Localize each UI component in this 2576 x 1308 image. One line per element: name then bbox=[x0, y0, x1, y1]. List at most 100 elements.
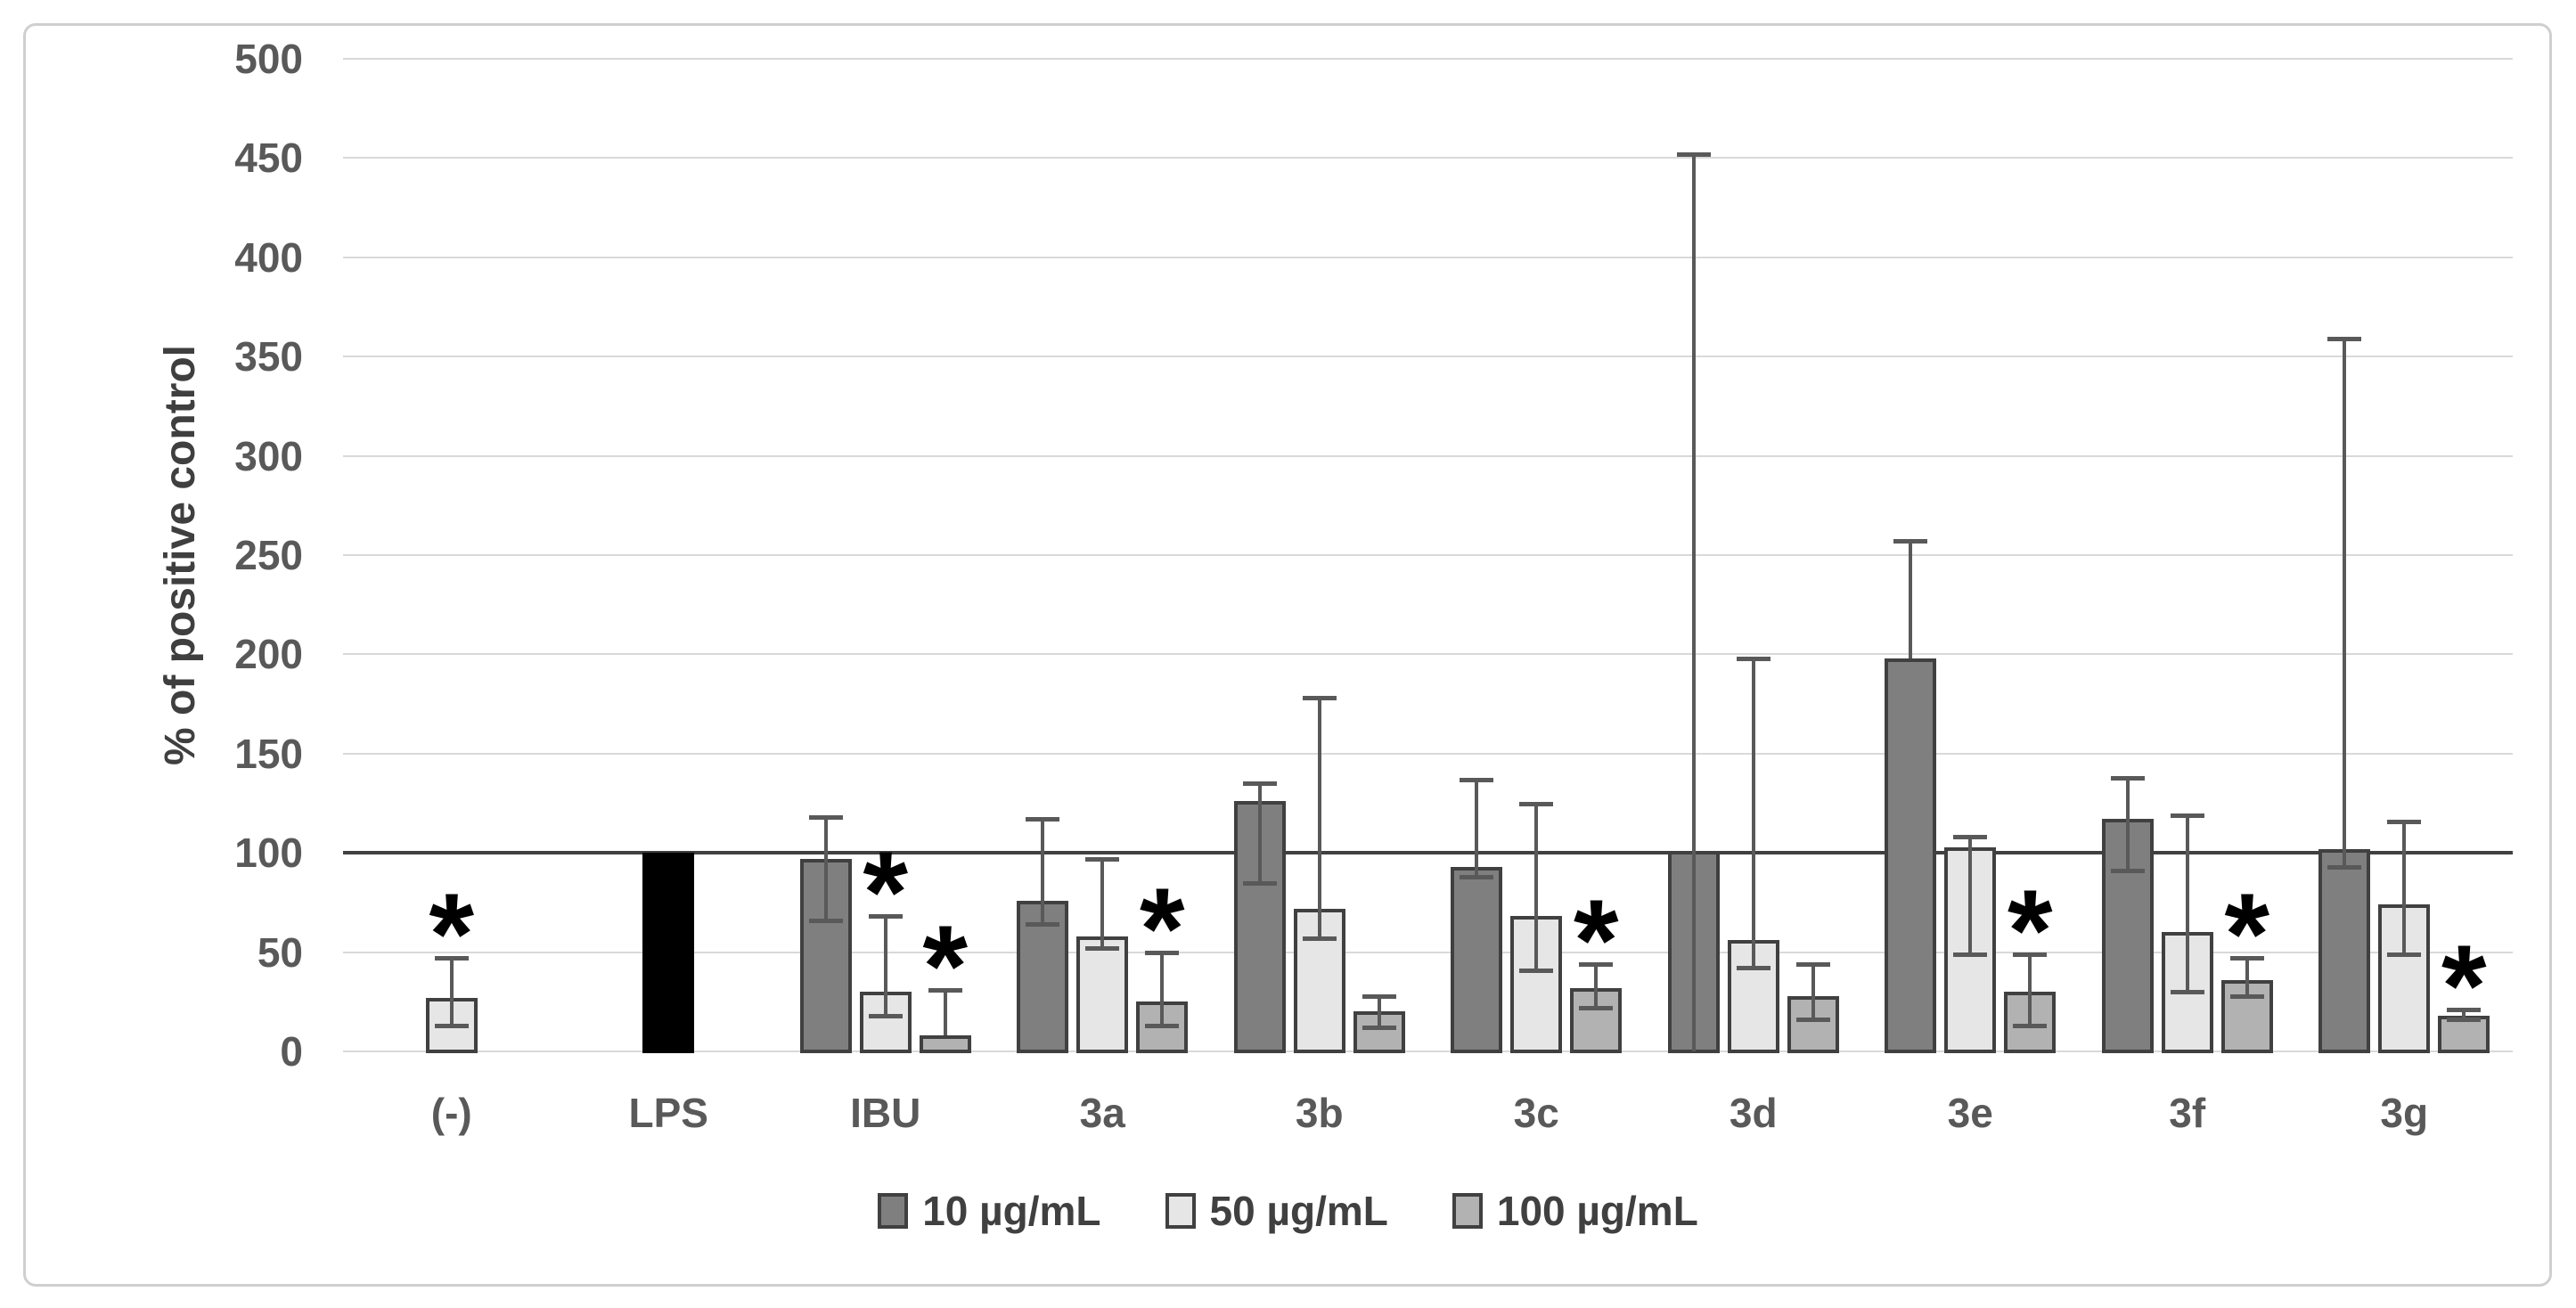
legend-label: 10 µg/mL bbox=[922, 1188, 1101, 1234]
error-bar-cap-top bbox=[2110, 775, 2145, 781]
error-bar-cap-bottom bbox=[1242, 880, 1277, 886]
error-bar bbox=[2245, 958, 2249, 996]
y-axis-tick-label: 150 bbox=[234, 730, 303, 777]
x-axis-label: 3f bbox=[2169, 1090, 2206, 1136]
error-bar-cap-top bbox=[1579, 961, 1614, 967]
x-axis-label: 3d bbox=[1729, 1090, 1778, 1136]
error-bar-cap-bottom bbox=[1302, 936, 1337, 941]
gridline-y-350 bbox=[343, 356, 2513, 358]
error-bar bbox=[1751, 658, 1755, 969]
error-bar bbox=[1811, 963, 1815, 1020]
legend-swatch bbox=[1165, 1193, 1196, 1229]
significance-asterisk: * bbox=[1573, 874, 1619, 1005]
y-axis-tick-label: 200 bbox=[234, 631, 303, 678]
error-bar-cap-bottom bbox=[1736, 966, 1770, 971]
error-bar-cap-bottom bbox=[2229, 993, 2264, 999]
y-axis-tick-label: 400 bbox=[234, 233, 303, 281]
gridline-y-450 bbox=[343, 157, 2513, 159]
error-bar-cap-bottom bbox=[1145, 1024, 1180, 1029]
error-bar-cap-top bbox=[434, 956, 469, 961]
x-axis-label: 3g bbox=[2380, 1090, 2429, 1136]
error-bar-cap-top bbox=[2327, 337, 2362, 342]
error-bar-cap-bottom bbox=[1460, 874, 1494, 879]
legend-swatch bbox=[1452, 1193, 1483, 1229]
x-axis-label: 3e bbox=[1947, 1090, 1993, 1136]
significance-asterisk: * bbox=[2441, 920, 2487, 1051]
error-bar-cap-bottom bbox=[2447, 1018, 2482, 1023]
error-bar bbox=[1317, 698, 1321, 938]
error-bar-cap-top bbox=[1242, 781, 1277, 787]
gridline-y-150 bbox=[343, 752, 2513, 755]
y-axis-tick-label: 500 bbox=[234, 36, 303, 82]
y-axis-tick-label: 100 bbox=[234, 830, 303, 877]
y-axis-tick-label: 350 bbox=[234, 333, 303, 380]
legend-swatch bbox=[878, 1193, 909, 1229]
bar bbox=[2318, 848, 2371, 1053]
gridline-y-250 bbox=[343, 554, 2513, 556]
error-bar bbox=[1160, 952, 1165, 1026]
y-axis-tick-label: 50 bbox=[257, 928, 303, 976]
gridline-y-500 bbox=[343, 58, 2513, 60]
error-bar-cap-top bbox=[868, 914, 903, 920]
x-axis-label: 3b bbox=[1295, 1090, 1344, 1136]
error-bar-cap-bottom bbox=[1085, 946, 1120, 952]
significance-asterisk: * bbox=[922, 900, 969, 1031]
gridline-y-300 bbox=[343, 454, 2513, 457]
significance-asterisk: * bbox=[863, 827, 909, 958]
error-bar-cap-top bbox=[1795, 961, 1830, 967]
error-bar-cap-top bbox=[1893, 539, 1928, 544]
error-bar bbox=[1968, 837, 1973, 954]
error-bar bbox=[1594, 963, 1599, 1008]
error-bar bbox=[1909, 541, 1913, 658]
error-bar-cap-bottom bbox=[1519, 968, 1554, 973]
error-bar-cap-bottom bbox=[1026, 922, 1060, 928]
bar bbox=[1885, 658, 1937, 1053]
significance-asterisk: * bbox=[2007, 864, 2053, 995]
error-bar-cap-bottom bbox=[2013, 1024, 2048, 1029]
error-bar-cap-top bbox=[808, 815, 843, 821]
gridline-y-0 bbox=[343, 1050, 2513, 1052]
gridline-y-200 bbox=[343, 653, 2513, 656]
error-bar-cap-top bbox=[1362, 993, 1396, 999]
error-bar-cap-bottom bbox=[1579, 1005, 1614, 1010]
error-bar bbox=[1475, 779, 1479, 877]
error-bar-cap-top bbox=[1460, 777, 1494, 782]
significance-asterisk: * bbox=[2224, 869, 2270, 1000]
error-bar-cap-top bbox=[1736, 656, 1770, 661]
error-bar bbox=[1691, 153, 1696, 1051]
error-bar bbox=[1534, 803, 1539, 970]
y-axis-tick-label: 300 bbox=[234, 432, 303, 479]
error-bar-cap-top bbox=[1953, 835, 1988, 840]
significance-asterisk: * bbox=[429, 869, 475, 1000]
error-bar bbox=[2462, 1010, 2466, 1020]
error-bar-cap-top bbox=[1085, 856, 1120, 862]
legend-item: 10 µg/mL bbox=[878, 1187, 1101, 1235]
legend-label: 50 µg/mL bbox=[1209, 1188, 1388, 1234]
error-bar-cap-bottom bbox=[808, 918, 843, 923]
y-axis-tick-label: 0 bbox=[280, 1028, 303, 1075]
error-bar-cap-top bbox=[2013, 952, 2048, 957]
reference-line-100 bbox=[343, 851, 2513, 855]
significance-asterisk: * bbox=[1139, 862, 1185, 993]
bar bbox=[642, 853, 695, 1053]
x-axis-label: (-) bbox=[430, 1090, 472, 1136]
error-bar-cap-top bbox=[928, 987, 962, 993]
error-bar bbox=[883, 916, 887, 1016]
error-bar-cap-top bbox=[2447, 1008, 2482, 1013]
error-bar bbox=[1041, 819, 1045, 925]
gridline-y-50 bbox=[343, 951, 2513, 953]
error-bar bbox=[2185, 814, 2189, 993]
error-bar-cap-top bbox=[2387, 819, 2422, 824]
legend: 10 µg/mL 50 µg/mL 100 µg/mL bbox=[0, 1187, 2576, 1235]
legend-item: 100 µg/mL bbox=[1452, 1187, 1698, 1235]
error-bar-cap-top bbox=[1302, 696, 1337, 701]
error-bar-cap-top bbox=[1519, 801, 1554, 806]
error-bar bbox=[2028, 953, 2032, 1026]
x-axis-label: LPS bbox=[628, 1090, 708, 1136]
error-bar-cap-bottom bbox=[1795, 1018, 1830, 1023]
error-bar-cap-bottom bbox=[434, 1024, 469, 1029]
legend-item: 50 µg/mL bbox=[1165, 1187, 1388, 1235]
error-bar-cap-bottom bbox=[2387, 952, 2422, 957]
gridline-y-400 bbox=[343, 256, 2513, 258]
error-bar-cap-top bbox=[1676, 151, 1711, 157]
